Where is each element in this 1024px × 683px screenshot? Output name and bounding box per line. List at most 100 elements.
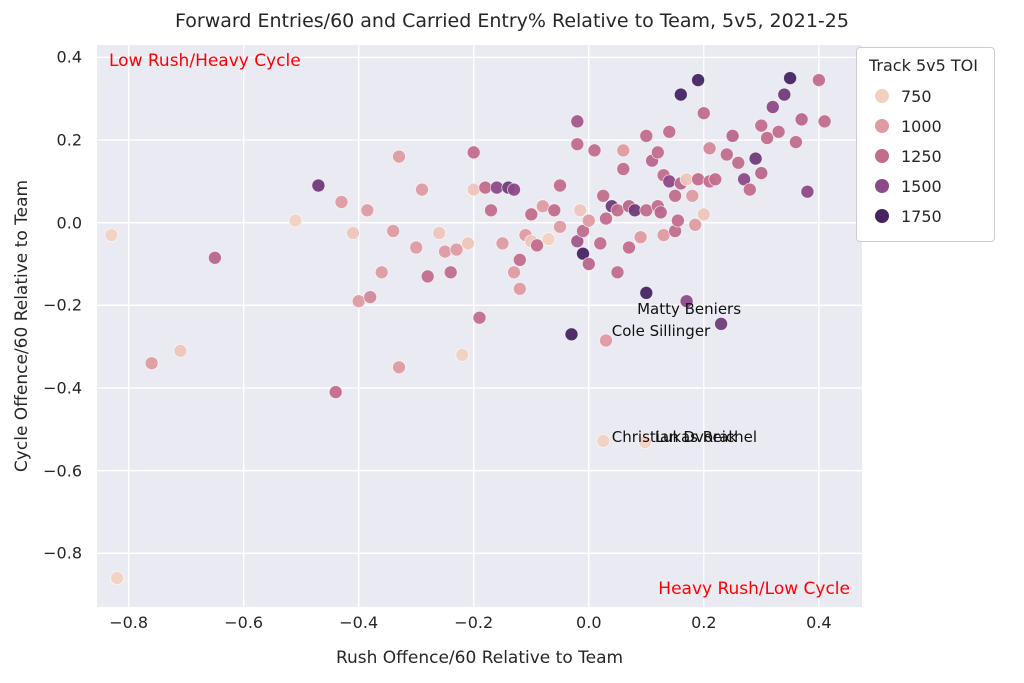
scatter-point	[553, 178, 567, 193]
scatter-point	[288, 213, 303, 228]
scatter-point	[392, 149, 406, 164]
scatter-point	[691, 73, 705, 87]
scatter-point	[581, 213, 596, 228]
scatter-point	[374, 265, 389, 280]
scatter-point	[438, 244, 452, 259]
scatter-point	[679, 172, 694, 187]
scatter-point	[415, 182, 429, 197]
scatter-point	[616, 162, 631, 176]
scatter-point	[691, 172, 705, 187]
scatter-point	[599, 333, 613, 348]
scatter-point	[466, 182, 481, 197]
scatter-point	[409, 240, 424, 255]
legend: Track 5v5 TOI 750 1000 1250 1500 1750	[856, 47, 995, 242]
scatter-point	[742, 182, 757, 197]
legend-swatch-icon	[875, 89, 889, 103]
y-tick-label: 0.0	[56, 213, 82, 233]
x-tick-label: −0.8	[109, 613, 149, 632]
scatter-point	[208, 250, 222, 265]
x-tick-label: 0.2	[691, 613, 717, 632]
scatter-point	[688, 217, 703, 232]
scatter-point	[599, 211, 613, 226]
scatter-point	[708, 172, 723, 187]
scatter-point	[800, 184, 815, 199]
scatter-point	[360, 203, 375, 218]
y-tick-label: −0.8	[43, 543, 82, 563]
scatter-point	[725, 129, 740, 143]
scatter-point	[754, 166, 769, 181]
scatter-point	[495, 236, 510, 251]
scatter-point	[144, 356, 159, 371]
scatter-point	[702, 141, 717, 156]
y-axis-label: Cycle Offence/60 Relative to Team	[12, 179, 32, 473]
legend-entry: 1750	[869, 201, 978, 231]
legend-swatch-icon	[875, 119, 889, 133]
scatter-point	[653, 205, 668, 220]
y-tick-label: −0.2	[43, 295, 82, 315]
x-tick-label: −0.6	[224, 613, 264, 632]
scatter-point	[351, 294, 366, 309]
scatter-point	[650, 145, 665, 160]
legend-entry-label: 1250	[901, 146, 942, 166]
scatter-point	[771, 124, 786, 139]
legend-entry-label: 1000	[901, 116, 942, 136]
scatter-point	[420, 269, 435, 284]
scatter-point	[789, 135, 803, 149]
scatter-point	[104, 228, 119, 243]
scatter-point	[679, 294, 694, 309]
scatter-point	[541, 232, 556, 247]
scatter-point	[110, 571, 125, 585]
scatter-point	[553, 219, 567, 234]
legend-entry: 1500	[869, 171, 978, 201]
scatter-point	[173, 343, 188, 358]
scatter-point	[812, 73, 826, 87]
plot-area	[97, 45, 862, 607]
legend-entry: 1250	[869, 141, 978, 171]
scatter-plot	[97, 45, 862, 607]
scatter-point	[489, 180, 504, 195]
x-tick-label: −0.4	[339, 613, 379, 632]
scatter-point	[570, 114, 585, 129]
scatter-point	[363, 290, 378, 305]
scatter-point	[671, 213, 685, 228]
chart-title: Forward Entries/60 and Carried Entry% Re…	[175, 10, 849, 32]
scatter-point	[535, 199, 550, 214]
scatter-point	[596, 433, 611, 448]
scatter-point	[622, 240, 636, 255]
scatter-point	[507, 265, 521, 280]
scatter-point	[512, 252, 527, 267]
scatter-point	[524, 207, 539, 222]
scatter-point	[443, 265, 458, 280]
legend-entries: 750 1000 1250 1500 1750	[869, 81, 978, 231]
scatter-point	[639, 129, 654, 143]
scatter-point	[334, 195, 349, 209]
scatter-point	[685, 188, 700, 203]
scatter-point	[731, 155, 746, 170]
scatter-point	[610, 265, 625, 280]
scatter-point	[696, 207, 711, 222]
scatter-point	[392, 360, 406, 375]
legend-swatch-icon	[875, 179, 889, 193]
legend-swatch-icon	[875, 149, 889, 163]
x-tick-label: 0.4	[806, 613, 832, 632]
scatter-point	[512, 281, 527, 296]
scatter-point	[576, 246, 590, 261]
scatter-point	[662, 124, 677, 139]
scatter-point	[596, 188, 611, 203]
scatter-point	[472, 310, 487, 325]
scatter-point	[570, 137, 585, 152]
y-axis-tick-labels: 0.4 0.2 0.0 −0.2 −0.4 −0.6 −0.8	[0, 45, 90, 607]
scatter-point	[507, 182, 521, 197]
scatter-point	[455, 347, 470, 362]
scatter-point	[478, 180, 493, 195]
scatter-point	[639, 285, 654, 300]
scatter-point	[794, 112, 809, 127]
scatter-point	[668, 188, 682, 203]
legend-entry-label: 1750	[901, 206, 942, 226]
x-tick-label: −0.2	[454, 613, 494, 632]
scatter-point	[530, 238, 544, 253]
scatter-point	[311, 178, 326, 193]
scatter-point	[783, 71, 797, 85]
scatter-point	[328, 385, 343, 400]
scatter-point	[627, 203, 642, 218]
